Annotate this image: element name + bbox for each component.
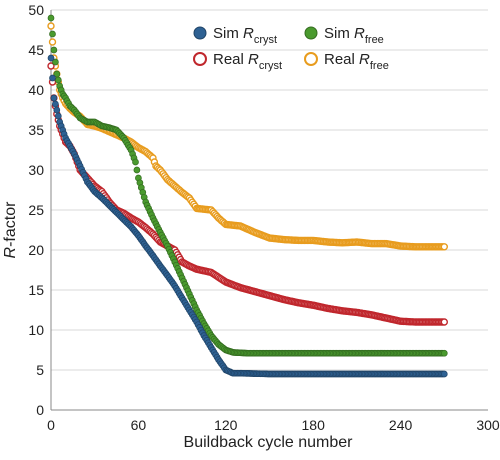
data-point	[440, 349, 448, 357]
x-tick-label: 0	[47, 417, 55, 433]
data-point	[50, 94, 58, 102]
grid-lines	[51, 9, 488, 371]
legend-label-main: Real	[213, 51, 248, 68]
x-tick-label: 60	[131, 417, 147, 433]
y-tick-label: 30	[28, 162, 44, 178]
data-point	[440, 318, 448, 326]
legend-label-italic: R	[354, 25, 365, 42]
data-point	[132, 158, 139, 166]
data-point	[54, 76, 62, 84]
series-1	[47, 14, 448, 357]
legend-label-main: Real	[324, 51, 359, 68]
data-point	[52, 100, 59, 108]
legend-label-main: Sim	[324, 25, 354, 42]
y-tick-label: 5	[36, 362, 44, 378]
x-tick-label: 240	[389, 417, 413, 433]
y-tick-label: 45	[28, 42, 44, 58]
y-tick-label: 10	[28, 322, 44, 338]
data-point	[133, 166, 141, 174]
x-tick-label: 300	[476, 417, 500, 433]
y-tick-label: 25	[28, 202, 44, 218]
x-axis-label: Buildback cycle number	[184, 434, 354, 451]
legend-label: Real Rfree	[324, 51, 389, 72]
data-point	[49, 74, 56, 82]
data-point	[50, 46, 58, 54]
tick-labels: 0 5 10 15 20 25 30 35 40 45 50 0 60 120 180 240 300	[28, 2, 499, 433]
y-tick-label: 35	[28, 122, 44, 138]
y-tick-label: 50	[28, 2, 44, 18]
legend-marker	[193, 52, 207, 66]
data-point	[440, 243, 448, 251]
x-tick-label: 120	[214, 417, 238, 433]
y-axis-label: R-factor	[2, 201, 19, 259]
legend-marker	[304, 52, 318, 66]
data-point	[48, 38, 57, 46]
y-axis-label-rest: -factor	[2, 201, 19, 247]
data-point	[47, 54, 55, 62]
y-tick-label: 0	[36, 402, 44, 418]
legend-label-sub: cryst	[259, 60, 282, 72]
legend-label-sub: cryst	[254, 34, 277, 46]
legend-label-italic: R	[359, 51, 370, 68]
data-point	[47, 22, 55, 30]
legend-label-italic: R	[243, 25, 254, 42]
data-point	[53, 106, 61, 114]
y-tick-label: 20	[28, 242, 44, 258]
series-0	[47, 54, 448, 378]
y-axis-label-italic: R	[2, 246, 19, 258]
legend-marker	[304, 26, 318, 40]
legend-label-sub: free	[370, 60, 389, 72]
x-tick-label: 180	[302, 417, 326, 433]
legend-label-italic: R	[248, 51, 259, 68]
legend-label: Real Rcryst	[213, 51, 282, 72]
legend-label-main: Sim	[213, 25, 243, 42]
data-point	[47, 62, 55, 70]
legend-label: Sim Rfree	[324, 25, 384, 46]
y-tick-label: 40	[28, 82, 44, 98]
data-point	[440, 370, 448, 378]
legend-label: Sim Rcryst	[213, 25, 277, 46]
plot-area	[47, 14, 448, 378]
legend-marker	[193, 26, 207, 40]
data-point	[54, 112, 62, 120]
legend-label-sub: free	[365, 34, 384, 46]
y-tick-label: 15	[28, 282, 44, 298]
data-point	[53, 70, 61, 78]
series-2	[47, 62, 448, 326]
data-point	[49, 30, 56, 38]
data-point	[47, 14, 55, 22]
data-point	[52, 58, 59, 66]
